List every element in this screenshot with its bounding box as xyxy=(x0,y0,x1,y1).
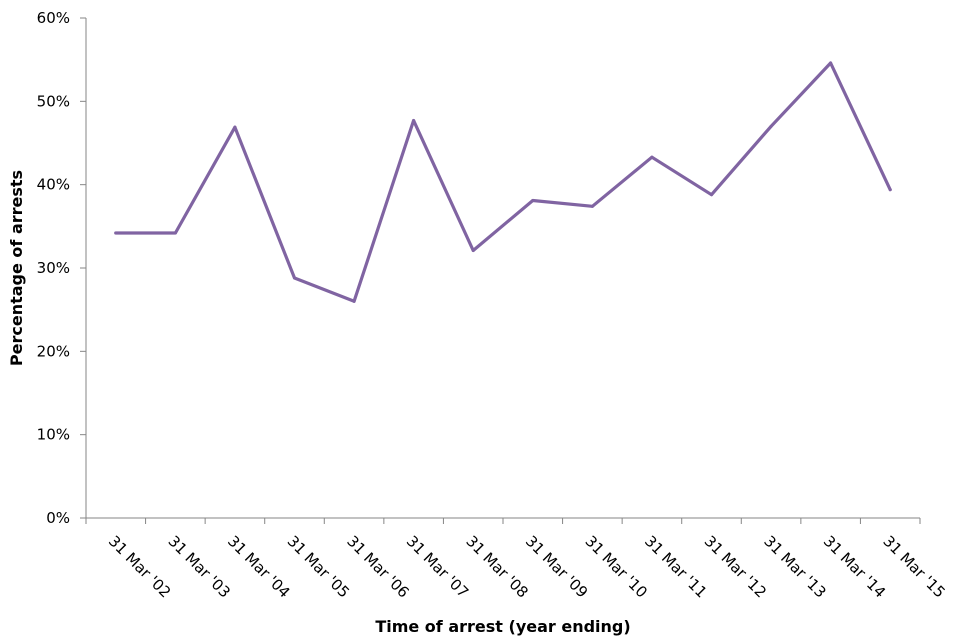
x-tick-label: 31 Mar '08 xyxy=(462,532,531,601)
y-axis: 0% 10% 20% 30% 40% 50% 60% xyxy=(37,9,87,527)
data-point xyxy=(710,193,713,197)
x-tick-label: 31 Mar '07 xyxy=(403,532,472,601)
data-point xyxy=(650,155,654,159)
x-tick-label: 31 Mar '04 xyxy=(224,532,293,601)
y-tick-label: 40% xyxy=(37,176,70,194)
x-tick-label: 31 Mar '12 xyxy=(701,532,770,601)
x-axis-title: Time of arrest (year ending) xyxy=(375,617,630,636)
series xyxy=(114,61,892,303)
x-tick-label: 31 Mar '13 xyxy=(760,532,829,601)
data-point xyxy=(888,188,892,192)
data-point xyxy=(412,119,416,122)
x-tick-label: 31 Mar '03 xyxy=(165,532,234,601)
x-tick-label: 31 Mar '10 xyxy=(582,532,651,601)
x-tick-label: 31 Mar '09 xyxy=(522,532,591,601)
data-point xyxy=(590,204,594,208)
x-tick-label: 31 Mar '02 xyxy=(105,532,174,601)
y-tick-label: 10% xyxy=(37,426,70,444)
y-tick-label: 30% xyxy=(37,259,70,277)
x-tick-label: 31 Mar '11 xyxy=(641,532,710,601)
data-point xyxy=(471,249,475,252)
x-tick-label: 31 Mar '05 xyxy=(284,532,353,601)
x-tick-label: 31 Mar '06 xyxy=(343,532,412,601)
data-point xyxy=(829,61,833,65)
y-tick-label: 60% xyxy=(37,9,70,27)
y-tick-label: 20% xyxy=(37,342,70,360)
data-point xyxy=(531,199,535,202)
y-axis-title: Percentage of arrests xyxy=(7,170,26,366)
y-tick-label: 0% xyxy=(46,509,70,527)
x-tick-label: 31 Mar '15 xyxy=(879,532,948,601)
data-point xyxy=(352,299,356,303)
x-tick-label: 31 Mar '14 xyxy=(820,532,889,601)
data-point xyxy=(293,276,296,280)
series-line xyxy=(114,61,892,303)
y-tick-label: 50% xyxy=(37,92,70,110)
data-point xyxy=(114,231,118,235)
data-point xyxy=(173,231,177,235)
data-point xyxy=(233,125,237,129)
data-point xyxy=(769,124,773,128)
